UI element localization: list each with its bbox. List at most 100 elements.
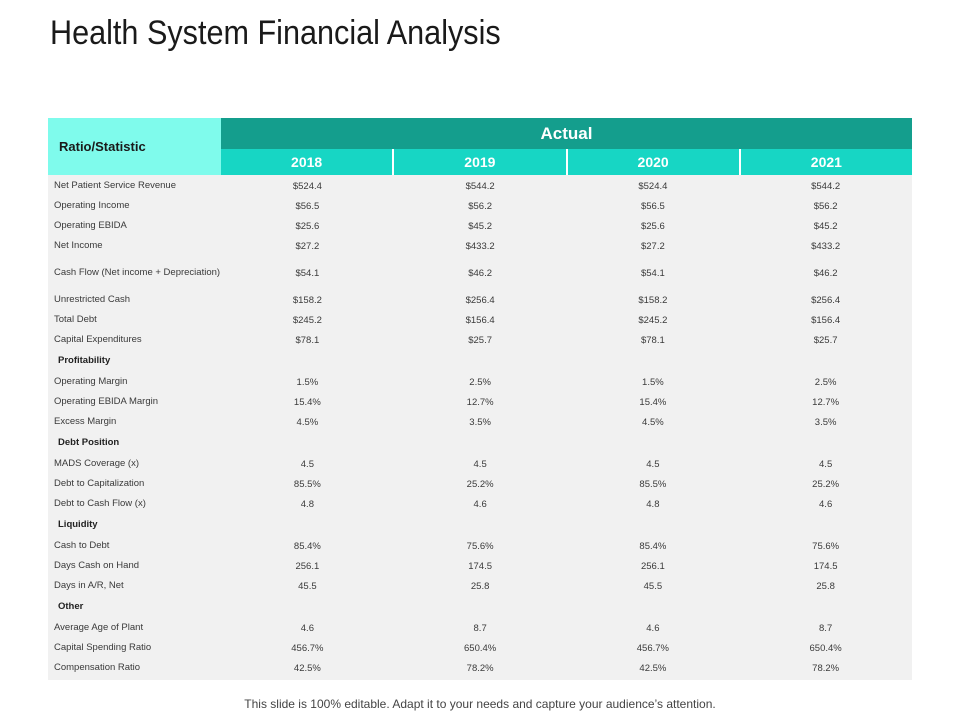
value-cell: 4.6 <box>473 498 487 510</box>
value-cell: $56.5 <box>640 200 665 212</box>
value-cell: $54.1 <box>295 267 320 279</box>
value-cell: 12.7% <box>466 396 494 408</box>
row-label: Compensation Ratio <box>54 662 141 673</box>
table-row: Debt to Capitalization 85.5% 25.2% 85.5% 25.… <box>48 474 912 494</box>
value-cell: 42.5% <box>293 662 321 674</box>
value-cell: 256.1 <box>640 560 665 572</box>
value-cell: 456.7% <box>636 642 669 654</box>
value-cell: 75.6% <box>812 540 840 552</box>
row-label: Operating Income <box>54 200 130 211</box>
row-label: Debt to Cash Flow (x) <box>54 498 146 509</box>
value-cell: 4.5 <box>300 458 314 470</box>
table-row: Net Patient Service Revenue $524.4 $544.2 $… <box>48 176 912 196</box>
value-cell: 2.5% <box>814 376 837 388</box>
value-cell: $56.2 <box>468 200 493 212</box>
value-cell: $45.2 <box>813 220 838 232</box>
value-cell: 15.4% <box>639 396 667 408</box>
table-row: Cash Flow (Net income + Depreciation) $54… <box>48 256 912 290</box>
row-label: Average Age of Plant <box>54 622 144 633</box>
table-row: Days in A/R, Net 45.5 25.8 45.5 25.8 <box>48 576 912 596</box>
value-cell: 4.5% <box>296 416 319 428</box>
value-cell: 75.6% <box>466 540 494 552</box>
value-cell: 42.5% <box>639 662 667 674</box>
table-row: MADS Coverage (x) 4.5 4.5 4.5 4.5 <box>48 454 912 474</box>
value-cell: $45.2 <box>468 220 493 232</box>
value-cell: $25.7 <box>468 334 493 346</box>
value-cell: 174.5 <box>813 560 838 572</box>
value-cell: 85.4% <box>293 540 321 552</box>
section-label: Liquidity <box>58 519 98 530</box>
value-cell: $54.1 <box>640 267 665 279</box>
value-cell: 4.6 <box>300 622 314 634</box>
value-cell: $524.4 <box>638 180 668 192</box>
row-label: Days in A/R, Net <box>54 580 124 591</box>
section-header-row: Profitability <box>48 350 912 372</box>
table-row: Capital Expenditures $78.1 $25.7 $78.1 $25.7 <box>48 330 912 350</box>
value-cell: $158.2 <box>638 294 668 306</box>
table-row: Debt to Cash Flow (x) 4.8 4.6 4.8 4.6 <box>48 494 912 514</box>
value-cell: $544.2 <box>811 180 841 192</box>
value-cell: 4.5 <box>473 458 487 470</box>
value-cell: $25.6 <box>295 220 320 232</box>
value-cell: $256.4 <box>465 294 495 306</box>
value-cell: $46.2 <box>468 267 493 279</box>
value-cell: 4.6 <box>646 622 660 634</box>
table-row: Operating EBIDA Margin 15.4% 12.7% 15.4% 12.… <box>48 392 912 412</box>
value-cell: 78.2% <box>466 662 494 674</box>
value-cell: 78.2% <box>812 662 840 674</box>
value-cell: 1.5% <box>642 376 664 388</box>
row-label: Operating Margin <box>54 376 128 387</box>
value-cell: $256.4 <box>811 294 841 306</box>
row-label: Days Cash on Hand <box>54 560 140 571</box>
year-header: 2018 <box>221 149 393 175</box>
value-cell: $245.2 <box>292 314 322 326</box>
value-cell: 15.4% <box>293 396 321 408</box>
row-label: Excess Margin <box>54 416 117 427</box>
table-row: Total Debt $245.2 $156.4 $245.2 $156.4 <box>48 310 912 330</box>
table-body: Net Patient Service Revenue $524.4 $544.2 $… <box>48 175 912 680</box>
value-cell: 4.5 <box>819 458 833 470</box>
value-cell: 45.5 <box>643 580 663 592</box>
value-cell: 3.5% <box>814 416 837 428</box>
table-row: Excess Margin 4.5% 3.5% 4.5% 3.5% <box>48 412 912 432</box>
table-row: Capital Spending Ratio 456.7% 650.4% 456.7%… <box>48 638 912 658</box>
value-cell: 85.5% <box>639 478 667 490</box>
row-label: Cash Flow (Net income + Depreciation) <box>54 267 221 278</box>
row-label: Cash to Debt <box>54 540 110 551</box>
year-header: 2019 <box>392 149 566 175</box>
table-row: Operating Income $56.5 $56.2 $56.5 $56.2 <box>48 196 912 216</box>
value-cell: 3.5% <box>469 416 491 428</box>
value-cell: $56.5 <box>295 200 320 212</box>
value-cell: 25.8 <box>816 580 835 592</box>
value-cell: $524.4 <box>292 180 322 192</box>
year-header-row: 2018 2019 2020 2021 <box>221 149 912 175</box>
value-cell: $245.2 <box>638 314 668 326</box>
value-cell: 85.4% <box>639 540 667 552</box>
actual-header: Actual <box>221 118 912 149</box>
value-cell: $25.7 <box>813 334 838 346</box>
page-title: Health System Financial Analysis <box>50 14 501 52</box>
value-cell: $56.2 <box>813 200 838 212</box>
value-cell: 174.5 <box>468 560 493 572</box>
value-cell: $156.4 <box>465 314 495 326</box>
section-label: Debt Position <box>58 437 120 448</box>
value-cell: $156.4 <box>811 314 841 326</box>
value-cell: 45.5 <box>298 580 317 592</box>
footer-note: This slide is 100% editable. Adapt it to… <box>244 697 716 711</box>
row-label: Net Patient Service Revenue <box>54 180 176 191</box>
value-cell: 4.5% <box>642 416 664 428</box>
value-cell: 8.7 <box>473 622 487 634</box>
value-cell: $158.2 <box>292 294 322 306</box>
table-row: Compensation Ratio 42.5% 78.2% 42.5% 78.2% <box>48 658 912 678</box>
value-cell: $78.1 <box>295 334 320 346</box>
value-cell: $544.2 <box>465 180 495 192</box>
financial-table: Ratio/Statistic Actual 2018 2019 2020 20… <box>48 118 912 680</box>
table-row: Cash to Debt 85.4% 75.6% 85.4% 75.6% <box>48 536 912 556</box>
value-cell: $78.1 <box>640 334 665 346</box>
section-header-row: Liquidity <box>48 514 912 536</box>
row-label: Unrestricted Cash <box>54 294 131 305</box>
row-label: Debt to Capitalization <box>54 478 145 489</box>
value-cell: 2.5% <box>469 376 491 388</box>
value-cell: 12.7% <box>812 396 840 408</box>
value-cell: 650.4% <box>464 642 497 654</box>
